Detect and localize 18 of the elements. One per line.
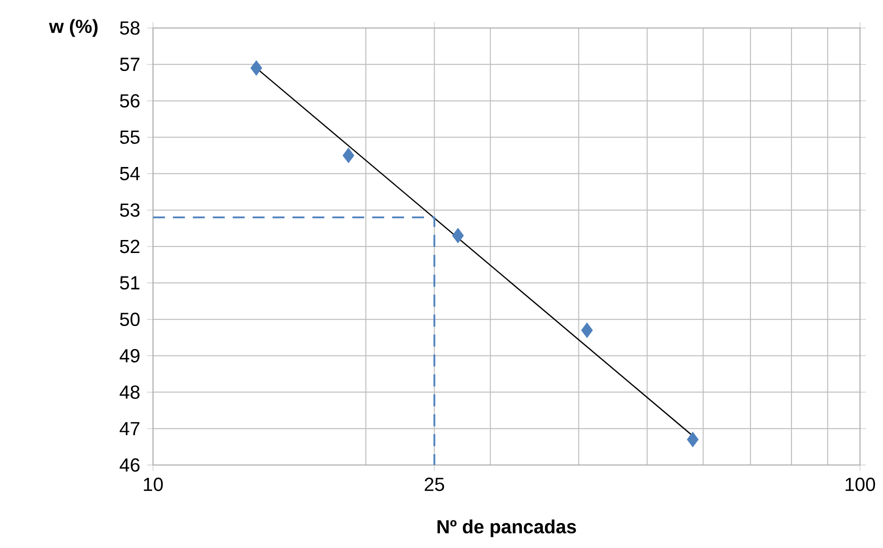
y-tick-label: 53 bbox=[120, 203, 140, 217]
y-tick-label: 56 bbox=[120, 94, 140, 108]
y-axis-title: w (%) bbox=[48, 19, 98, 37]
y-tick-label: 54 bbox=[120, 167, 140, 180]
x-tick-label: 100 bbox=[846, 478, 876, 492]
y-tick-label: 47 bbox=[120, 422, 140, 436]
y-tick-label: 51 bbox=[120, 276, 140, 290]
y-tick-label: 46 bbox=[120, 458, 140, 472]
y-tick-label: 50 bbox=[120, 312, 140, 326]
y-tick-label: 52 bbox=[120, 240, 140, 254]
y-tick-label: 48 bbox=[120, 385, 140, 399]
x-tick-label: 10 bbox=[144, 478, 163, 492]
y-tick-label: 49 bbox=[120, 349, 140, 362]
y-tick-label: 57 bbox=[120, 58, 140, 72]
y-tick-label: 55 bbox=[120, 130, 140, 144]
x-tick-label: 25 bbox=[424, 478, 444, 492]
x-axis-title: Nº de pancadas bbox=[438, 520, 576, 538]
y-tick-label: 58 bbox=[120, 21, 140, 35]
